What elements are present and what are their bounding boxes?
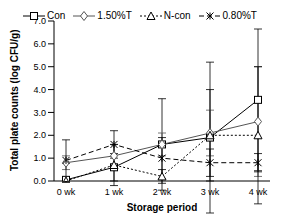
svg-text:5.0: 5.0 — [33, 62, 46, 72]
svg-text:2.0: 2.0 — [33, 130, 46, 140]
svg-text:0.0: 0.0 — [33, 176, 46, 186]
svg-text:7.0: 7.0 — [33, 16, 46, 26]
svg-text:6.0: 6.0 — [33, 39, 46, 49]
html-text:Con: Con — [47, 10, 66, 21]
svg-text:3.0: 3.0 — [33, 108, 46, 118]
svg-text:1 wk: 1 wk — [105, 187, 124, 197]
html-text:0.80%T: 0.80%T — [222, 10, 257, 21]
svg-text:Storage period: Storage period — [127, 202, 198, 213]
html-text:1.50%T: 1.50%T — [97, 10, 132, 21]
svg-text:1.0: 1.0 — [33, 153, 46, 163]
svg-text:3 wk: 3 wk — [201, 187, 220, 197]
svg-text:0 wk: 0 wk — [57, 187, 76, 197]
svg-text:4 wk: 4 wk — [249, 187, 268, 197]
svg-text:4.0: 4.0 — [33, 85, 46, 95]
svg-text:2 wk: 2 wk — [153, 187, 172, 197]
html-text:N-con: N-con — [163, 10, 191, 21]
svg-text:Total plate counts (log CFU/g): Total plate counts (log CFU/g) — [9, 30, 20, 171]
